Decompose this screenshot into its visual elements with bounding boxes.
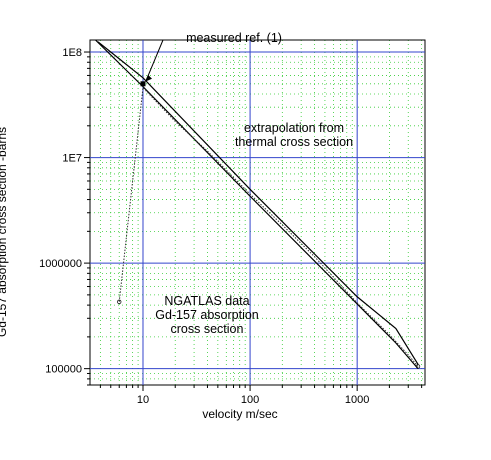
series-line-1: [97, 41, 419, 365]
annotation-text: Gd-157 absorption: [155, 308, 259, 322]
annotation-text: measured ref. (1): [186, 31, 282, 45]
marker-layer: [140, 39, 164, 87]
y-tick-label: 1E8: [62, 47, 82, 59]
tick-labels: 10 100 1000 100000 1000000 1E7 1E8: [39, 47, 369, 406]
annotations: measured ref. (1) extrapolation fromtherm…: [155, 31, 353, 336]
annotation-text: NGATLAS data: [164, 294, 249, 308]
annotation-text: extrapolation from: [244, 121, 344, 135]
y-axis-label: Gd-157 absorption cross section -barns: [0, 127, 9, 337]
y-tick-label: 1E7: [62, 153, 82, 165]
series-line-3: [118, 86, 419, 367]
y-tick-label: 1000000: [39, 258, 82, 270]
x-tick-label: 10: [137, 394, 149, 406]
series-line-2: [95, 40, 419, 370]
annotation-arrow: [145, 39, 164, 81]
measured-point: [140, 81, 146, 87]
data-point: [415, 364, 421, 369]
series-layer: [95, 40, 421, 370]
x-tick-label: 1000: [345, 394, 369, 406]
arrow-head: [144, 74, 152, 82]
grid: [90, 40, 425, 386]
annotation-text: cross section: [171, 322, 244, 336]
y-tick-label: 100000: [45, 364, 82, 376]
x-axis-label: velocity m/sec: [202, 407, 277, 421]
major-grid: [90, 40, 425, 385]
data-point: [117, 299, 122, 304]
x-tick-label: 100: [241, 394, 259, 406]
annotation-text: thermal cross section: [235, 135, 353, 149]
ticks: [84, 51, 423, 391]
